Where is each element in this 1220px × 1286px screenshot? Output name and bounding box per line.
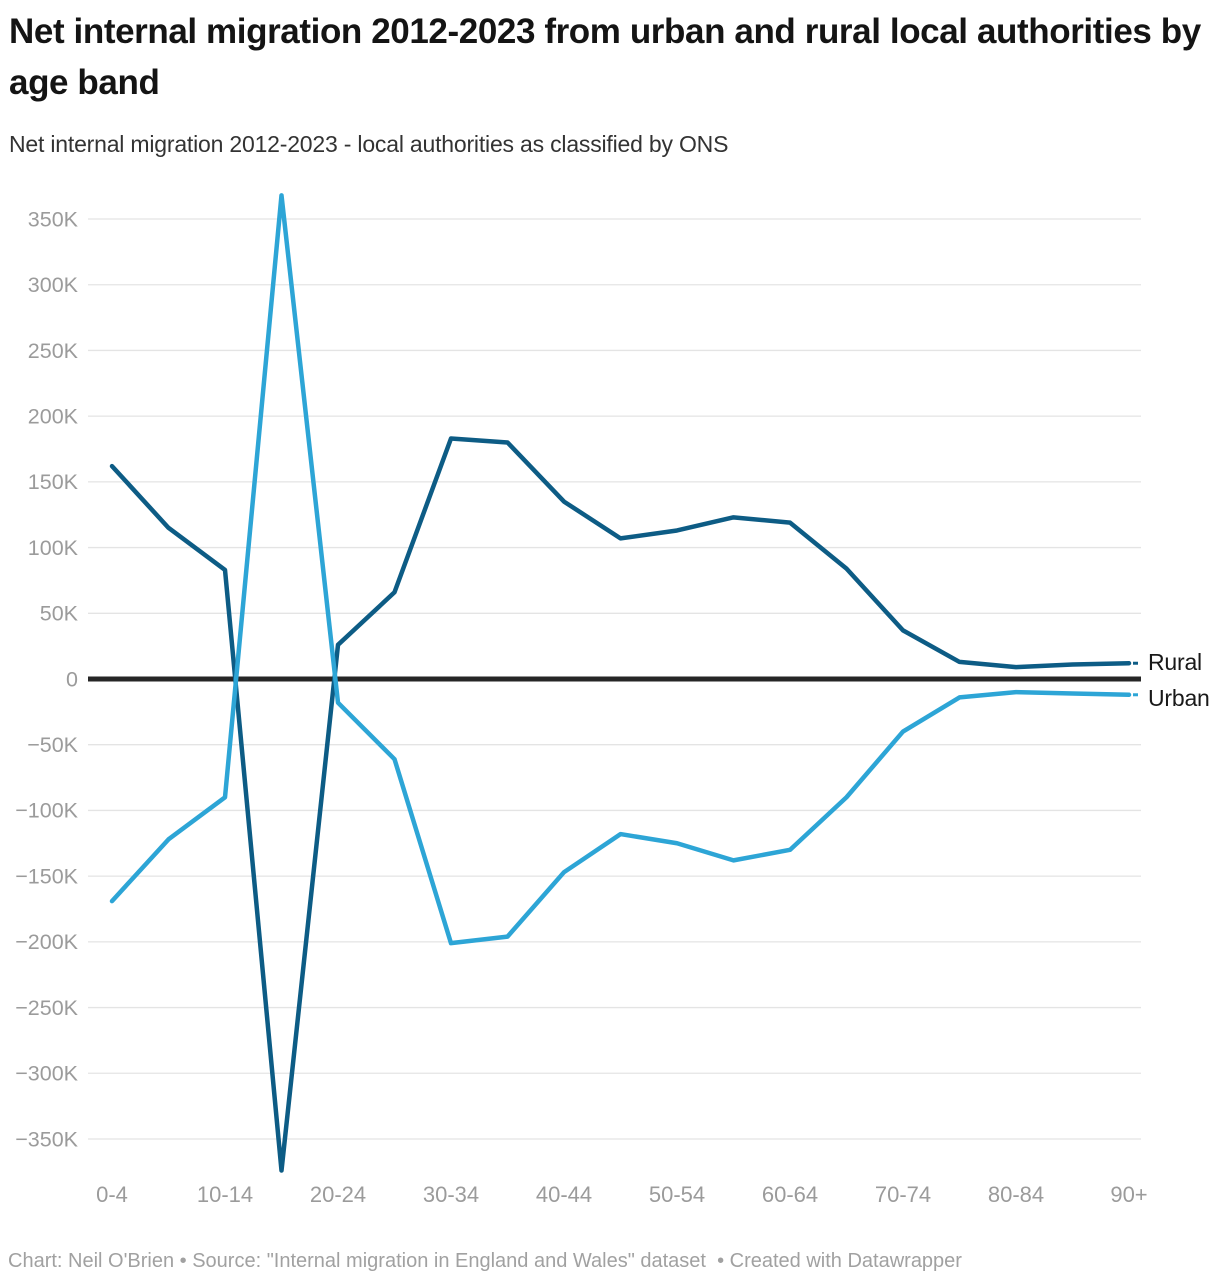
y-tick-label: 0 xyxy=(66,667,78,691)
y-tick-label: 200K xyxy=(28,404,79,428)
x-tick-label: 10-14 xyxy=(197,1182,253,1207)
y-tick-label: 150K xyxy=(28,470,79,494)
x-tick-label: 90+ xyxy=(1110,1182,1147,1207)
y-tick-label: 50K xyxy=(40,602,79,626)
x-tick-label: 30-34 xyxy=(423,1182,479,1207)
rural-line xyxy=(109,436,1132,1173)
y-tick-label: −250K xyxy=(15,996,78,1020)
legend-label-urban: Urban xyxy=(1148,684,1210,711)
x-tick-label: 0-4 xyxy=(96,1182,128,1207)
x-tick-label: 80-84 xyxy=(988,1182,1044,1207)
y-tick-label: 350K xyxy=(28,207,79,231)
y-tick-label: −50K xyxy=(27,733,78,757)
x-tick-label: 20-24 xyxy=(310,1182,366,1207)
x-tick-label: 40-44 xyxy=(536,1182,592,1207)
y-tick-label: −200K xyxy=(15,930,78,954)
footer-credits: Chart: Neil O'Brien • Source: "Internal … xyxy=(8,1250,962,1272)
x-tick-label: 70-74 xyxy=(875,1182,931,1207)
legend-label-rural: Rural xyxy=(1148,649,1202,676)
y-tick-label: 100K xyxy=(28,536,79,560)
x-tick-label: 60-64 xyxy=(762,1182,818,1207)
y-tick-label: −100K xyxy=(15,799,78,823)
x-tick-label: 50-54 xyxy=(649,1182,705,1207)
y-tick-label: 300K xyxy=(28,273,79,297)
y-tick-label: −150K xyxy=(15,864,78,888)
chart-title: Net internal migration 2012-2023 from ur… xyxy=(9,12,1201,103)
urban-line xyxy=(109,193,1132,946)
y-tick-label: 250K xyxy=(28,339,79,363)
y-tick-label: −300K xyxy=(15,1062,78,1086)
y-tick-label: −350K xyxy=(15,1127,78,1151)
chart-subtitle: Net internal migration 2012-2023 - local… xyxy=(9,131,729,157)
